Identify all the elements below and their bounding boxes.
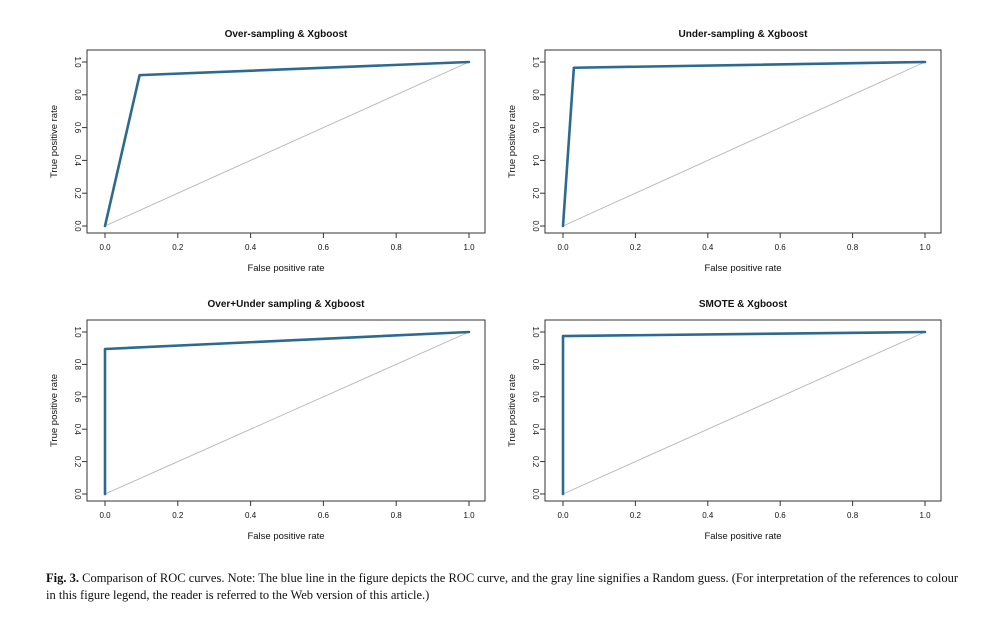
x-tick-label: 0.0 xyxy=(557,511,569,520)
y-tick-label: 0.6 xyxy=(531,391,540,403)
y-axis-label: True positive rate xyxy=(49,105,60,178)
roc-curve-line xyxy=(103,60,471,228)
chart-title: SMOTE & Xgboost xyxy=(699,299,788,310)
x-tick-label: 0.8 xyxy=(391,511,403,520)
x-tick-label: 1.0 xyxy=(919,243,931,252)
x-tick-label: 0.6 xyxy=(318,243,330,252)
plot-frame xyxy=(86,49,486,234)
roc-curve-line xyxy=(103,330,471,496)
y-tick-label: 0.0 xyxy=(73,220,82,232)
plot-frame xyxy=(544,49,942,234)
y-tick-label: 1.0 xyxy=(531,326,540,338)
plot-frame xyxy=(544,319,942,502)
x-tick-label: 0.4 xyxy=(245,243,257,252)
y-tick-label: 0.8 xyxy=(531,89,540,101)
chart-title: Over+Under sampling & Xgboost xyxy=(208,299,366,310)
y-tick-label: 0.6 xyxy=(73,391,82,403)
y-tick-label: 0.2 xyxy=(531,456,540,468)
x-tick-label: 0.0 xyxy=(557,243,569,252)
y-tick-label: 0.4 xyxy=(73,155,82,167)
x-axis-label: False positive rate xyxy=(247,531,324,542)
roc-figure: Over-sampling & Xgboost 0.0 0.2 0.4 0.6 0.8 1.… xyxy=(49,29,942,542)
chart-title: Under-sampling & Xgboost xyxy=(679,29,809,40)
x-tick-label: 1.0 xyxy=(463,511,475,520)
y-tick-label: 0.0 xyxy=(73,488,82,500)
random-guess-line xyxy=(104,331,470,495)
x-tick-label: 0.2 xyxy=(630,511,642,520)
roc-chart-3: Over+Under sampling & Xgboost 0.0 0.2 0.4 0.… xyxy=(49,299,486,542)
x-tick-label: 0.6 xyxy=(318,511,330,520)
x-tick-label: 0.4 xyxy=(702,511,714,520)
y-tick-label: 0.8 xyxy=(73,359,82,371)
plot-frame xyxy=(86,319,486,502)
x-tick-label: 0.2 xyxy=(630,243,642,252)
x-tick-label: 1.0 xyxy=(919,511,931,520)
x-tick-label: 0.2 xyxy=(172,511,184,520)
x-tick-label: 0.0 xyxy=(99,243,111,252)
roc-chart-4: SMOTE & Xgboost 0.0 0.2 0.4 0.6 0.8 1.0 0.0 0.2 0… xyxy=(507,299,942,542)
roc-chart-2: Under-sampling & Xgboost 0.0 0.2 0.4 0.6 0.8 1… xyxy=(507,29,942,274)
random-guess-line xyxy=(562,331,926,495)
roc-curve-line xyxy=(561,330,927,496)
x-tick-label: 0.8 xyxy=(847,511,859,520)
x-tick-label: 1.0 xyxy=(463,243,475,252)
y-axis-label: True positive rate xyxy=(507,374,518,447)
x-tick-label: 0.8 xyxy=(847,243,859,252)
y-tick-label: 0.2 xyxy=(73,188,82,200)
x-axis-label: False positive rate xyxy=(247,263,324,274)
figure-caption-text: Comparison of ROC curves. Note: The blue… xyxy=(46,571,959,602)
random-guess-line xyxy=(562,61,926,227)
x-axis-label: False positive rate xyxy=(704,531,781,542)
y-tick-label: 0.0 xyxy=(531,488,540,500)
y-tick-label: 0.4 xyxy=(531,155,540,167)
roc-curve-line xyxy=(561,60,927,228)
figure-caption: Fig. 3. Comparison of ROC curves. Note: … xyxy=(46,570,961,604)
figure-caption-label: Fig. 3. xyxy=(46,571,79,585)
y-tick-label: 0.0 xyxy=(531,220,540,232)
x-tick-label: 0.4 xyxy=(702,243,714,252)
y-tick-label: 0.4 xyxy=(73,424,82,436)
x-tick-label: 0.6 xyxy=(775,243,787,252)
x-tick-label: 0.0 xyxy=(99,511,111,520)
y-tick-label: 0.4 xyxy=(531,424,540,436)
y-axis-label: True positive rate xyxy=(49,374,60,447)
y-tick-label: 0.2 xyxy=(531,188,540,200)
y-tick-label: 0.6 xyxy=(531,122,540,134)
y-tick-label: 1.0 xyxy=(73,326,82,338)
y-tick-label: 1.0 xyxy=(531,56,540,68)
chart-title: Over-sampling & Xgboost xyxy=(225,29,348,40)
x-tick-label: 0.2 xyxy=(172,243,184,252)
x-tick-label: 0.4 xyxy=(245,511,257,520)
y-tick-label: 0.8 xyxy=(73,89,82,101)
x-axis-label: False positive rate xyxy=(704,263,781,274)
random-guess-line xyxy=(104,61,470,227)
y-tick-label: 1.0 xyxy=(73,56,82,68)
y-tick-label: 0.6 xyxy=(73,122,82,134)
x-tick-label: 0.6 xyxy=(775,511,787,520)
x-tick-label: 0.8 xyxy=(391,243,403,252)
y-tick-label: 0.8 xyxy=(531,359,540,371)
roc-chart-1: Over-sampling & Xgboost 0.0 0.2 0.4 0.6 0.8 1.… xyxy=(49,29,486,274)
y-axis-label: True positive rate xyxy=(507,105,518,178)
y-tick-label: 0.2 xyxy=(73,456,82,468)
